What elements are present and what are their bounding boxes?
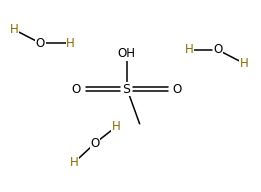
Text: S: S <box>123 83 130 96</box>
Text: O: O <box>91 137 100 150</box>
Text: O: O <box>36 37 45 50</box>
Text: O: O <box>172 83 181 96</box>
Text: H: H <box>66 37 75 50</box>
Text: H: H <box>70 156 79 169</box>
Text: OH: OH <box>118 47 135 60</box>
Text: O: O <box>72 83 81 96</box>
Text: H: H <box>240 57 248 70</box>
Text: H: H <box>10 23 19 36</box>
Text: O: O <box>213 43 223 56</box>
Text: H: H <box>185 43 194 56</box>
Text: H: H <box>112 120 121 133</box>
